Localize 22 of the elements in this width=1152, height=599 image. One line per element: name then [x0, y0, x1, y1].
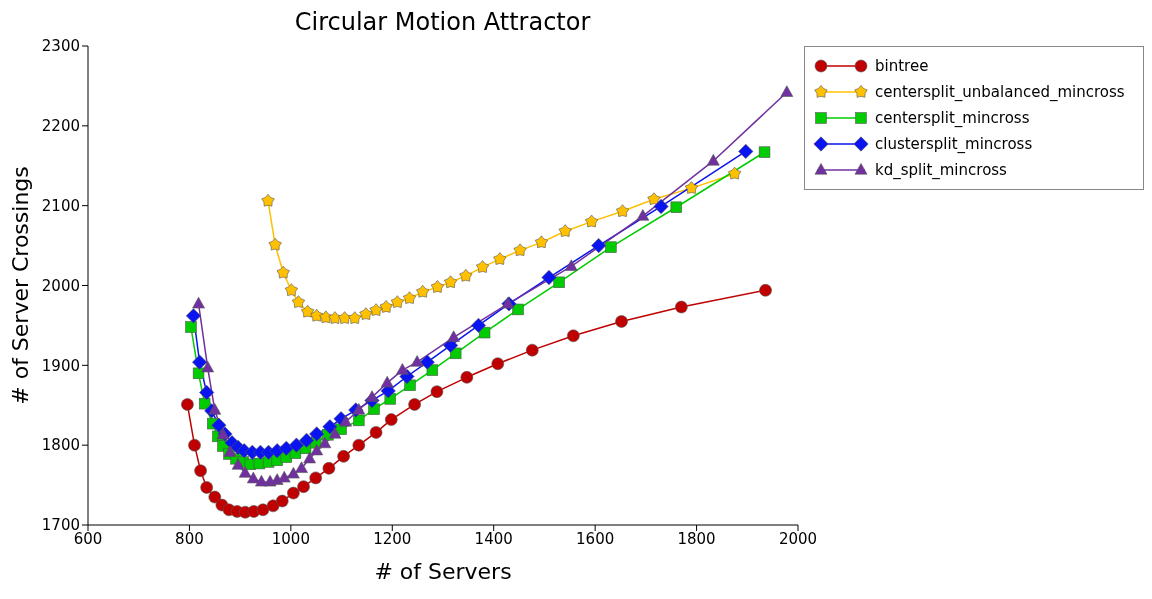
- x-tick-label: 600: [73, 529, 103, 548]
- legend-label: centersplit_unbalanced_mincross: [875, 83, 1125, 101]
- y-tick-label: 2000: [41, 276, 80, 295]
- x-tick-label: 1600: [576, 529, 615, 548]
- x-tick-label: 1800: [677, 529, 716, 548]
- chart-title: Circular Motion Attractor: [293, 8, 592, 36]
- x-tick-label: 1400: [474, 529, 513, 548]
- legend-label: bintree: [875, 57, 929, 75]
- x-axis-title: # of Servers: [374, 559, 512, 584]
- x-tick-label: 1000: [271, 529, 310, 548]
- x-tick-label: 800: [175, 529, 204, 548]
- y-axis-title: # of Server Crossings: [7, 166, 33, 405]
- x-tick-label: 2000: [778, 529, 818, 548]
- legend-label: centersplit_mincross: [875, 109, 1030, 127]
- y-tick-label: 2300: [41, 37, 80, 56]
- y-tick-label: 2100: [41, 196, 80, 215]
- y-tick-label: 1900: [41, 356, 80, 375]
- y-tick-label: 2200: [41, 117, 80, 136]
- legend-label: clustersplit_mincross: [875, 135, 1033, 153]
- y-tick-label: 1800: [41, 436, 80, 455]
- legend-label: kd_split_mincross: [875, 161, 1007, 179]
- x-tick-label: 1200: [373, 529, 412, 548]
